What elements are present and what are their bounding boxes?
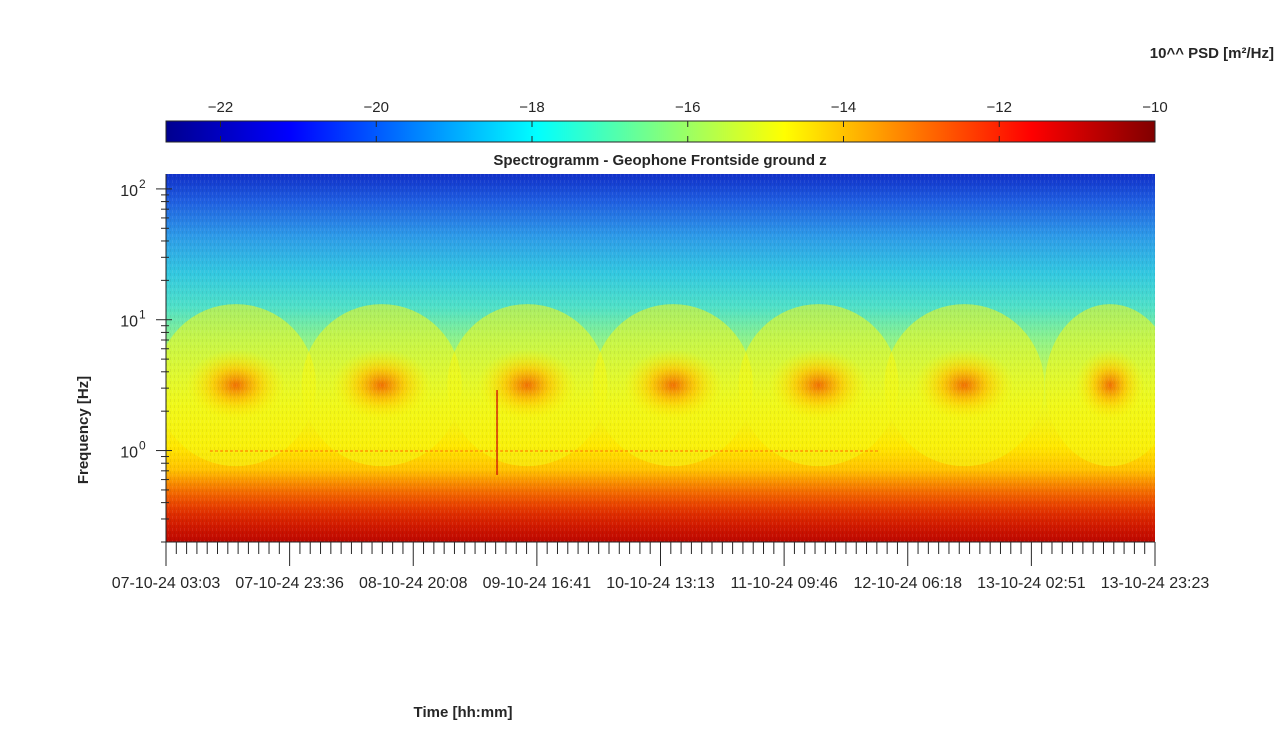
colorbar-tick-label: −22 bbox=[208, 99, 233, 116]
spectrogram-texture bbox=[166, 174, 1155, 542]
colorbar-tick-label: −16 bbox=[675, 99, 700, 116]
x-ticks bbox=[165, 542, 1156, 566]
x-tick-label: 13-10-24 02:51 bbox=[977, 575, 1086, 592]
y-tick-label: 10 bbox=[120, 183, 138, 200]
colorbar: −22 −20 −18 −16 −14 −12 −10 bbox=[165, 99, 1168, 143]
x-tick-label: 08-10-24 20:08 bbox=[359, 575, 468, 592]
colorbar-tick-label: −14 bbox=[831, 99, 856, 116]
y-minor-ticks bbox=[156, 188, 172, 543]
y-tick-exponent: 2 bbox=[139, 177, 146, 191]
y-tick-exponent: 0 bbox=[139, 439, 146, 453]
x-tick-label: 11-10-24 09:46 bbox=[730, 575, 837, 592]
colorbar-tick-label: −10 bbox=[1142, 99, 1167, 116]
x-tick-label: 12-10-24 06:18 bbox=[853, 575, 962, 592]
y-tick-label: 10 bbox=[120, 314, 138, 331]
x-tick-label: 13-10-24 23:23 bbox=[1101, 575, 1210, 592]
colorbar-tick-label: −18 bbox=[519, 99, 544, 116]
y-axis-label: Frequency [Hz] bbox=[75, 376, 92, 484]
colorbar-tick-label: −20 bbox=[364, 99, 389, 116]
colorbar-tick-label: −12 bbox=[987, 99, 1012, 116]
y-tick-exponent: 1 bbox=[139, 308, 146, 322]
x-tick-label: 07-10-24 03:03 bbox=[112, 575, 221, 592]
x-tick-label: 09-10-24 16:41 bbox=[483, 575, 592, 592]
colorbar-gradient bbox=[165, 120, 1156, 143]
x-tick-label: 10-10-24 13:13 bbox=[606, 575, 715, 592]
chart-title: Spectrogramm - Geophone Frontside ground… bbox=[493, 152, 826, 169]
x-tick-labels: 07-10-24 03:03 07-10-24 23:36 08-10-24 20:… bbox=[112, 575, 1210, 592]
colorbar-label: 10^^ PSD [m²/Hz] bbox=[1150, 45, 1274, 62]
y-tick-label: 10 bbox=[120, 445, 138, 462]
x-tick-label: 07-10-24 23:36 bbox=[235, 575, 344, 592]
x-axis-label: Time [hh:mm] bbox=[414, 704, 513, 721]
colorbar-ticks: −22 −20 −18 −16 −14 −12 −10 bbox=[208, 99, 1168, 142]
